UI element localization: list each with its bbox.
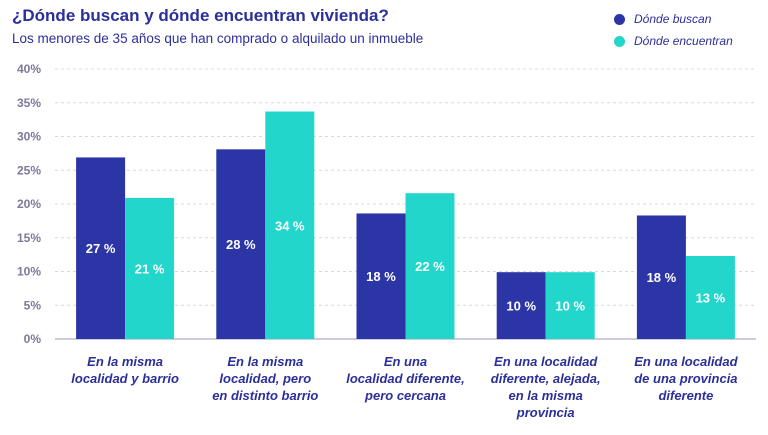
y-tick-label: 10%	[17, 265, 41, 279]
x-category-label: En una localidad diferente, alejada, en la…	[491, 354, 601, 420]
bar	[545, 272, 595, 339]
data-label: 28 %	[226, 237, 256, 252]
legend-swatch-buscan	[614, 13, 625, 25]
legend-item-encuentran: Dónde encuentran	[614, 30, 733, 52]
data-label: 34 %	[275, 218, 305, 233]
data-label: 18 %	[366, 269, 396, 284]
y-tick-label: 40%	[17, 62, 41, 76]
bar	[496, 272, 546, 339]
x-category-label: En la misma localidad, pero en distinto ba…	[212, 354, 318, 403]
bar	[76, 157, 126, 339]
bar	[685, 255, 735, 339]
x-category-label: En una localidad diferente, pero cercana	[346, 354, 464, 403]
y-tick-label: 0%	[24, 332, 42, 346]
bar	[216, 149, 266, 339]
legend-swatch-encuentran	[614, 35, 625, 47]
bar	[125, 197, 175, 339]
data-label: 10 %	[555, 299, 585, 314]
x-category-label: En la misma localidad y barrio	[71, 354, 179, 386]
legend: Dónde buscan Dónde encuentran	[614, 8, 733, 52]
data-label: 18 %	[647, 270, 677, 285]
x-category-label: En una localidad de una provincia diferent…	[634, 354, 738, 403]
data-label: 22 %	[415, 259, 445, 274]
data-label: 21 %	[135, 261, 165, 276]
legend-item-buscan: Dónde buscan	[614, 8, 733, 30]
y-tick-label: 35%	[17, 96, 41, 110]
y-tick-label: 20%	[17, 197, 41, 211]
bar	[265, 111, 315, 340]
y-tick-label: 25%	[17, 163, 41, 177]
y-tick-label: 30%	[17, 130, 41, 144]
bar	[356, 213, 406, 339]
data-label: 13 %	[696, 290, 726, 305]
data-label: 27 %	[86, 241, 116, 256]
y-tick-label: 15%	[17, 231, 41, 245]
bar	[636, 215, 686, 339]
legend-label-buscan: Dónde buscan	[634, 12, 712, 26]
data-label: 10 %	[506, 299, 536, 314]
y-tick-label: 5%	[24, 298, 42, 312]
legend-label-encuentran: Dónde encuentran	[634, 34, 733, 48]
chart-subtitle: Los menores de 35 años que han comprado …	[12, 31, 424, 46]
bar	[405, 193, 455, 339]
chart-title: ¿Dónde buscan y dónde encuentran viviend…	[12, 6, 389, 25]
